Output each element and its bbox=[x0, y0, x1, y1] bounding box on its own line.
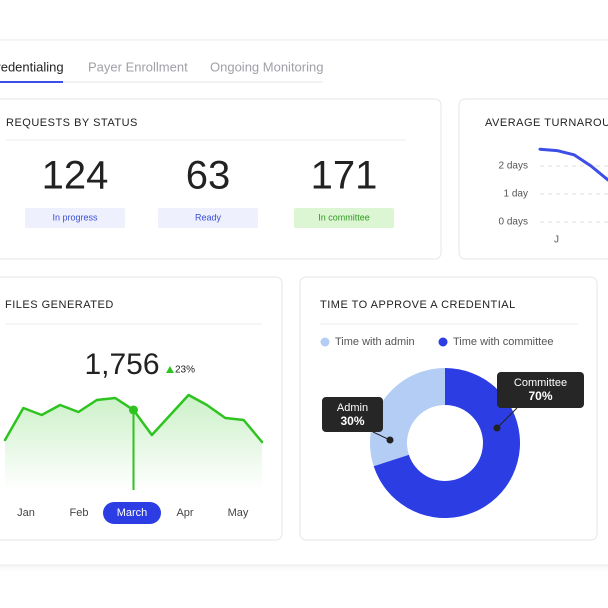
month: May bbox=[228, 507, 249, 519]
x-tick-label: J bbox=[554, 235, 559, 246]
count: 171 bbox=[311, 154, 378, 198]
callout-dot bbox=[493, 424, 501, 432]
card-title: FILES GENERATED bbox=[5, 299, 114, 311]
callout bbox=[497, 372, 584, 408]
callout-name: Admin bbox=[337, 402, 368, 414]
up-arrow bbox=[166, 366, 174, 373]
change: 23% bbox=[175, 365, 195, 376]
month: March bbox=[117, 507, 148, 519]
y-tick-label: 2 days bbox=[499, 161, 528, 172]
card-title: TIME TO APPROVE A CREDENTIAL bbox=[320, 299, 516, 311]
y-tick-label: 0 days bbox=[499, 217, 528, 228]
count: 124 bbox=[42, 154, 109, 198]
card-title: AVERAGE TURNAROUND TIME bbox=[485, 117, 608, 129]
tab[interactable]: Ongoing Monitoring bbox=[210, 59, 323, 74]
callout-line bbox=[496, 407, 518, 429]
card bbox=[458, 98, 608, 260]
status-label: In progress bbox=[52, 212, 98, 222]
status-label: Ready bbox=[195, 212, 222, 222]
y-tick-label: 1 day bbox=[504, 189, 528, 200]
line bbox=[538, 147, 608, 182]
tab[interactable]: Credentialing bbox=[0, 59, 64, 74]
month-pill bbox=[103, 502, 161, 524]
status-pill bbox=[25, 208, 125, 228]
legend-dot bbox=[320, 337, 330, 347]
donut-slice bbox=[373, 368, 521, 518]
legend-label: Time with committee bbox=[453, 336, 553, 348]
month: Feb bbox=[70, 507, 89, 519]
tab[interactable]: Payer Enrollment bbox=[88, 59, 188, 74]
count: 63 bbox=[186, 154, 231, 198]
card-title: REQUESTS BY STATUS bbox=[6, 117, 138, 129]
marker bbox=[129, 405, 138, 415]
callout-dot bbox=[386, 436, 394, 444]
status-pill bbox=[158, 208, 258, 228]
legend-dot bbox=[438, 337, 448, 347]
callout-value: 70% bbox=[528, 389, 552, 403]
month: Apr bbox=[176, 507, 193, 519]
total: 1,756 bbox=[84, 348, 159, 381]
card bbox=[0, 276, 283, 541]
callout-name: Committee bbox=[514, 377, 567, 389]
callout bbox=[322, 397, 383, 432]
month: Jan bbox=[17, 507, 35, 519]
status-pill bbox=[294, 208, 394, 228]
legend-label: Time with admin bbox=[335, 336, 415, 348]
callout-value: 30% bbox=[340, 414, 364, 428]
status-label: In committee bbox=[318, 212, 370, 222]
card bbox=[299, 276, 598, 541]
